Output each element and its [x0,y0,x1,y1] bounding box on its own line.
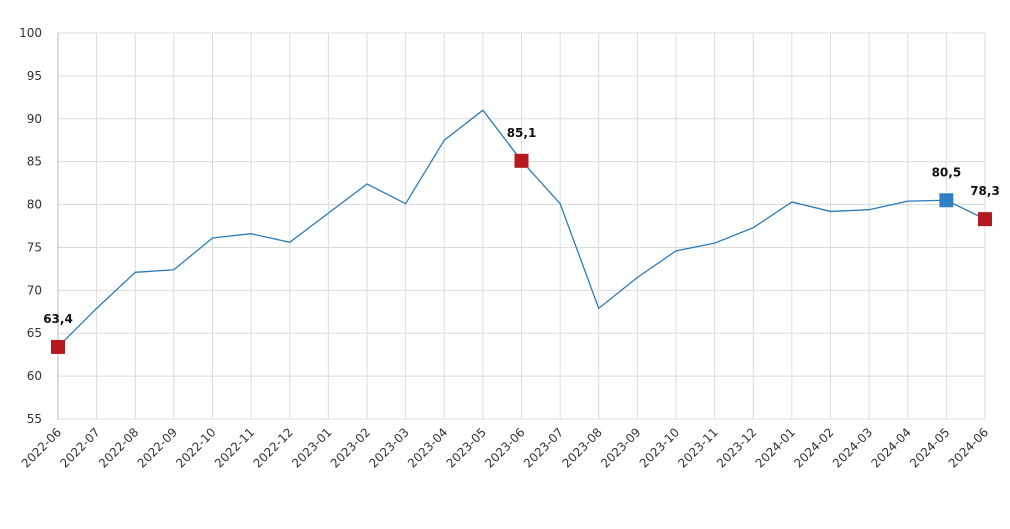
value-label: 78,3 [970,184,1000,198]
marker [939,193,954,208]
x-tick-label: 2022-07 [57,425,102,470]
y-tick-label: 70 [27,283,42,297]
marker [514,153,529,168]
y-tick-label: 55 [27,412,42,426]
x-tick-label: 2023-03 [366,425,411,470]
y-tick-label: 75 [27,240,42,254]
x-tick-label: 2024-06 [946,425,991,470]
x-tick-label: 2023-05 [444,425,489,470]
x-tick-label: 2024-03 [830,425,875,470]
x-tick-label: 2024-01 [753,425,798,470]
y-tick-label: 65 [27,326,42,340]
value-label: 80,5 [932,165,962,179]
x-tick-label: 2023-09 [598,425,643,470]
y-tick-label: 100 [19,26,42,40]
y-tick-label: 90 [27,112,42,126]
x-tick-label: 2023-04 [405,425,450,470]
value-label: 85,1 [507,126,537,140]
x-tick-label: 2023-02 [328,425,373,470]
x-tick-label: 2023-01 [289,425,334,470]
y-tick-label: 80 [27,198,42,212]
x-tick-label: 2024-02 [791,425,836,470]
y-tick-label: 60 [27,369,42,383]
y-tick-label: 85 [27,155,42,169]
x-tick-label: 2024-05 [907,425,952,470]
x-tick-label: 2022-09 [135,425,180,470]
x-tick-label: 2023-11 [675,425,720,470]
x-tick-label: 2024-04 [869,425,914,470]
marker [51,339,65,354]
x-tick-label: 2022-10 [173,425,218,470]
x-tick-label: 2022-11 [212,425,257,470]
x-tick-label: 2023-12 [714,425,759,470]
marker [978,212,992,227]
x-tick-label: 2022-08 [96,425,141,470]
value-label: 63,4 [43,312,73,326]
x-tick-label: 2022-06 [19,425,64,470]
x-tick-label: 2023-10 [637,425,682,470]
y-tick-label: 95 [27,69,42,83]
x-tick-label: 2023-08 [560,425,605,470]
x-tick-label: 2022-12 [251,425,296,470]
x-tick-label: 2023-06 [482,425,527,470]
x-tick-label: 2023-07 [521,425,566,470]
